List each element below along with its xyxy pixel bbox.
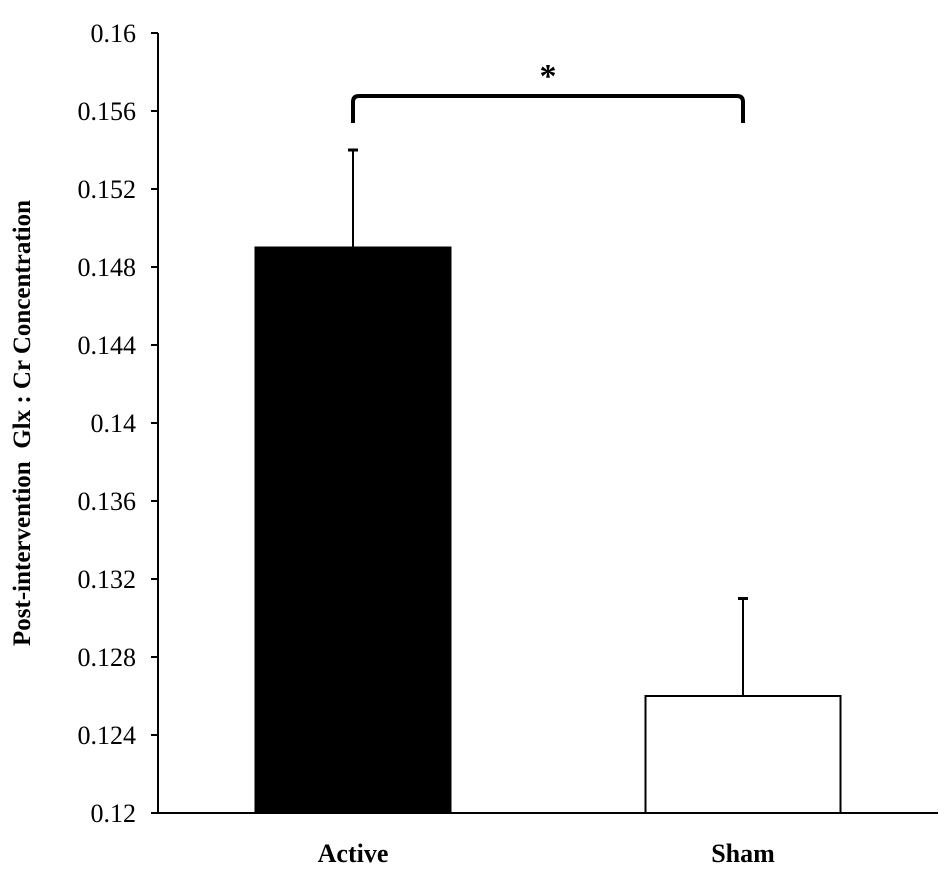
x-category-label: Active xyxy=(318,839,389,868)
error-bars xyxy=(348,148,748,696)
y-tick-label: 0.132 xyxy=(78,565,137,594)
y-axis-ticks: 0.12 0.124 0.128 0.132 0.136 0.14 0.144 0.148 0.… xyxy=(78,19,158,828)
x-category-label: Sham xyxy=(711,839,775,868)
y-tick-label: 0.128 xyxy=(78,643,137,672)
y-tick-label: 0.12 xyxy=(91,799,137,828)
y-axis-title: Post-intervention Glx : Cr Concentration xyxy=(9,200,36,646)
y-tick-label: 0.152 xyxy=(78,175,137,204)
y-tick-label: 0.148 xyxy=(78,253,137,282)
bars xyxy=(254,246,842,814)
bar-sham xyxy=(644,695,842,814)
y-tick-label: 0.144 xyxy=(78,331,137,360)
y-tick-label: 0.14 xyxy=(91,409,137,438)
y-tick-label: 0.156 xyxy=(78,97,137,126)
y-tick-label: 0.16 xyxy=(91,19,137,48)
significance-bracket xyxy=(351,94,745,123)
bar-active xyxy=(254,246,452,814)
y-tick-label: 0.136 xyxy=(78,487,137,516)
x-axis-categories: Active Sham xyxy=(318,839,776,868)
y-tick-label: 0.124 xyxy=(78,721,137,750)
significance-marker: * xyxy=(540,58,557,95)
